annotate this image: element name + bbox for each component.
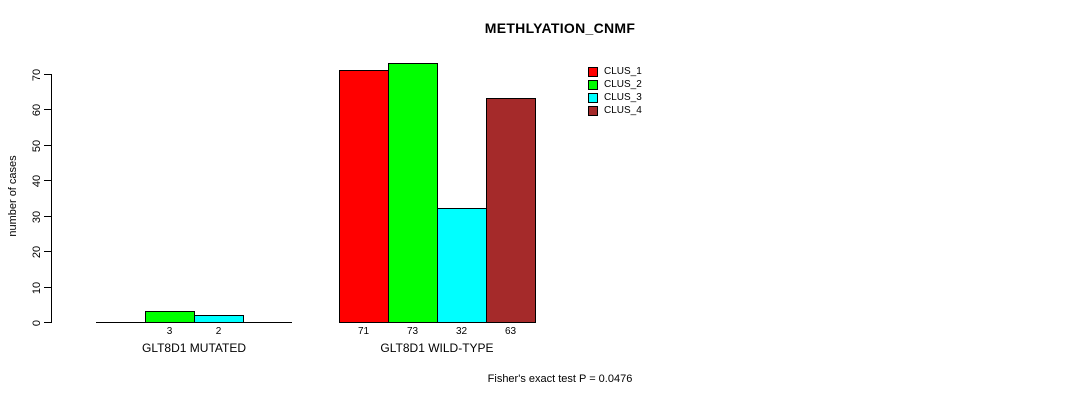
chart-title: METHLYATION_CNMF [484,20,636,36]
y-axis-tick [44,180,51,181]
bar-value-label: 63 [504,326,517,337]
y-axis-tick [44,74,51,75]
legend-label: CLUS_1 [604,66,642,77]
legend-swatch-clus_2 [588,79,598,90]
group-label: GLT8D1 MUTATED [141,341,246,355]
y-axis-tick-label: 60 [31,103,43,116]
y-axis-tick [44,216,51,217]
y-axis-tick [44,322,51,323]
legend-swatch-clus_4 [588,105,598,116]
y-axis-tick-label: 30 [31,210,43,223]
bar-value-label: 3 [166,326,173,337]
y-axis-tick [44,109,51,110]
y-axis-tick-label: 10 [31,281,43,294]
bar-value-label: 2 [215,326,222,337]
y-axis-tick [44,251,51,252]
legend-label: CLUS_2 [604,79,642,90]
bar-value-label: 73 [406,326,419,337]
y-axis-tick-label: 50 [31,139,43,152]
bar-clus_1 [339,70,389,323]
bar-value-label: 71 [357,326,370,337]
legend-label: CLUS_3 [604,92,642,103]
y-axis-label: number of cases [7,155,19,237]
bar-clus_2 [145,311,195,323]
legend-item: CLUS_2 [588,78,642,91]
y-axis-line [51,73,52,323]
bar-clus_3 [194,315,244,323]
y-axis-tick-label: 20 [31,245,43,258]
y-axis-tick-label: 70 [31,68,43,81]
bar-clus_3 [437,208,487,323]
bar-clus_4 [486,98,536,323]
bar-value-label: 32 [455,326,468,337]
annotation-text: Fisher's exact test P = 0.0476 [487,373,633,385]
legend-item: CLUS_4 [588,104,642,117]
group-label: GLT8D1 WILD-TYPE [380,341,494,355]
legend-item: CLUS_3 [588,91,642,104]
legend-swatch-clus_1 [588,66,598,77]
y-axis-tick [44,145,51,146]
y-axis-tick-label: 40 [31,174,43,187]
legend-item: CLUS_1 [588,65,642,78]
legend: CLUS_1 CLUS_2 CLUS_3 CLUS_4 [588,65,642,117]
y-axis-tick [44,287,51,288]
legend-label: CLUS_4 [604,105,642,116]
legend-swatch-clus_3 [588,92,598,103]
y-axis-tick-label: 0 [31,319,43,326]
bar-clus_2 [388,63,438,323]
